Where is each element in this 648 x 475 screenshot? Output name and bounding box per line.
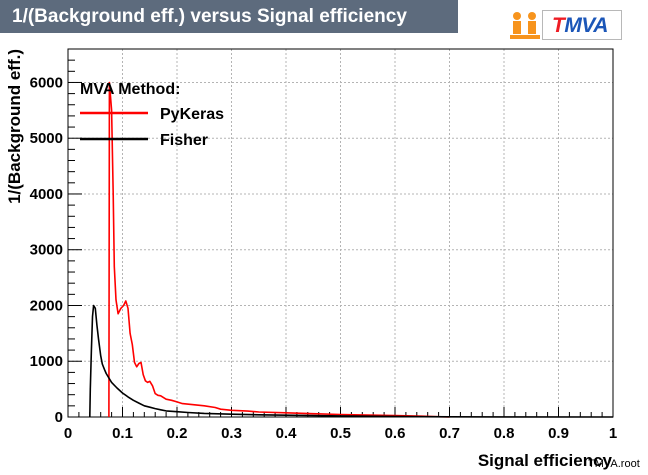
x-tick-label: 0.5 (330, 425, 351, 442)
legend-title: MVA Method: (80, 81, 180, 98)
y-tick-label: 4000 (30, 186, 63, 203)
logo-frame (542, 10, 622, 40)
legend: MVA Method: PyKeras Fisher (80, 81, 224, 149)
logo-letters-mva: MVA (564, 14, 608, 37)
grid-lines (68, 49, 613, 417)
plot-title: 1/(Background eff.) versus Signal effici… (0, 0, 458, 33)
y-tick-label: 0 (55, 409, 63, 426)
x-tick-label: 0.9 (548, 425, 569, 442)
x-tick-label: 1 (609, 425, 617, 442)
x-tick-label: 0.1 (112, 425, 133, 442)
axis-tick-labels: 0 0.1 0.2 0.3 0.4 0.5 0.6 0.7 0.8 0.9 1 0 1000 2000 30… (30, 74, 618, 442)
x-tick-label: 0.3 (221, 425, 242, 442)
legend-label-pykeras: PyKeras (160, 106, 224, 123)
logo-letter-t: T (552, 14, 565, 37)
logo-text: TMVA (552, 14, 608, 38)
y-axis-title: 1/(Background eff.) (5, 49, 24, 204)
y-tick-label: 1000 (30, 353, 63, 370)
series-lines (89, 81, 614, 418)
x-tick-label: 0.2 (167, 425, 188, 442)
x-tick-label: 0 (64, 425, 72, 442)
y-tick-label: 5000 (30, 130, 63, 147)
x-tick-label: 0.4 (276, 425, 298, 442)
tmva-logo: TMVA (508, 9, 628, 42)
series-line-pykeras (108, 81, 450, 418)
y-tick-label: 3000 (30, 242, 63, 259)
source-file-label: TMVA.root (588, 458, 640, 470)
x-tick-label: 0.7 (439, 425, 460, 442)
y-tick-label: 2000 (30, 297, 63, 314)
x-axis-title: Signal efficiency (478, 451, 613, 470)
x-tick-label: 0.6 (385, 425, 406, 442)
logo-people-icon (510, 12, 540, 39)
legend-label-fisher: Fisher (160, 132, 208, 149)
x-tick-label: 0.8 (494, 425, 515, 442)
y-tick-label: 6000 (30, 74, 63, 91)
series-line-fisher (89, 304, 614, 418)
